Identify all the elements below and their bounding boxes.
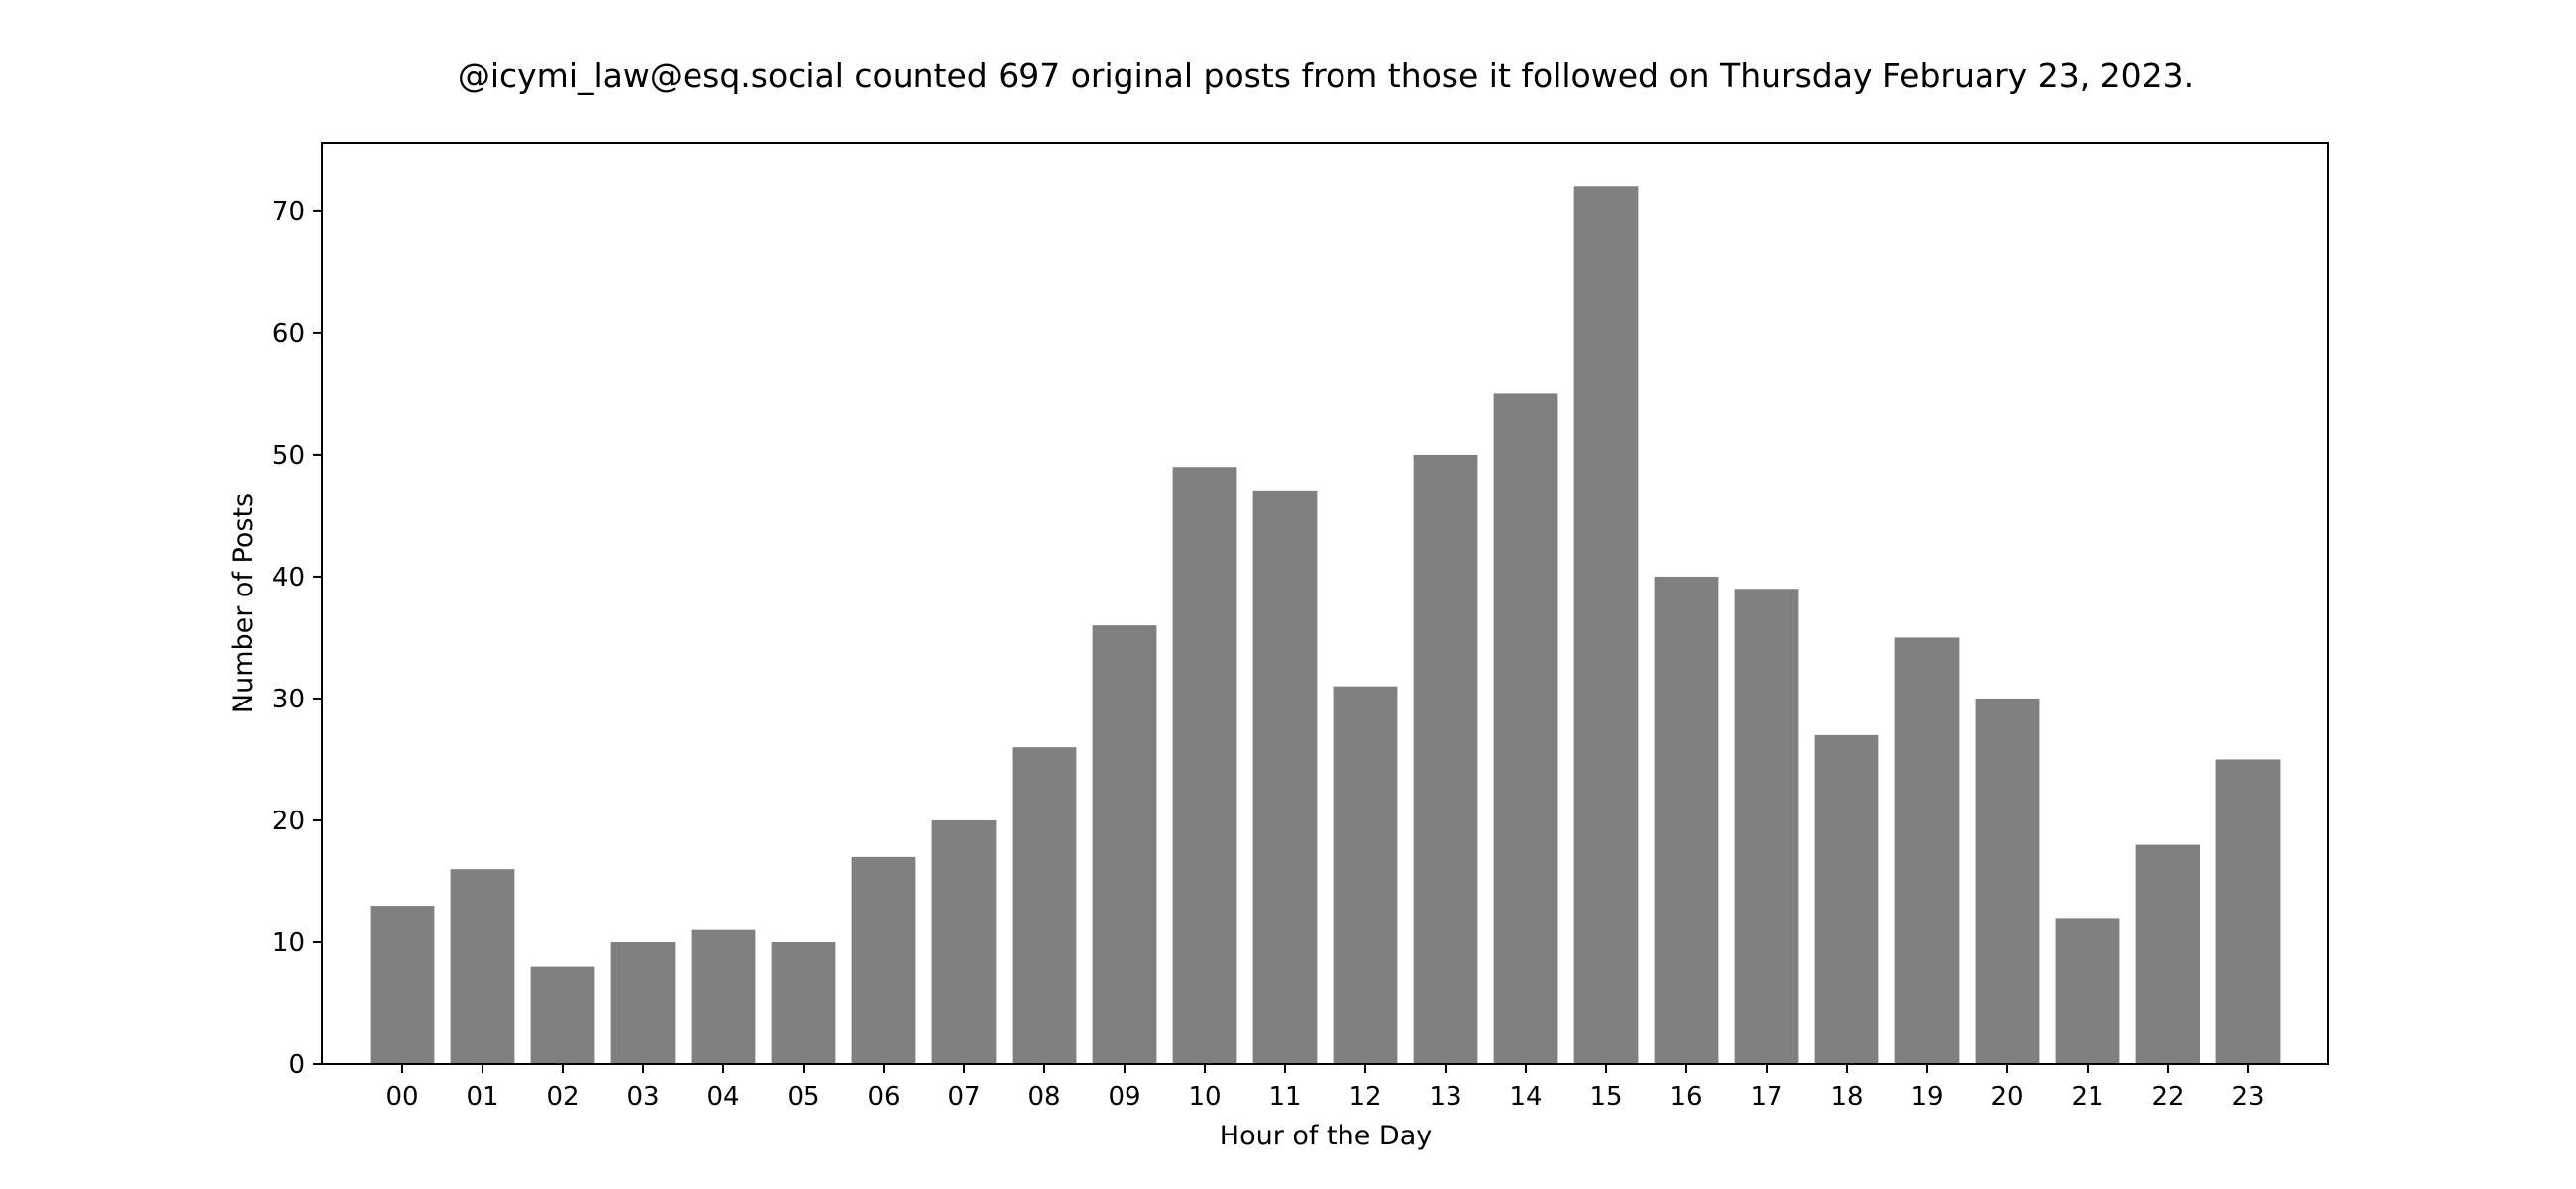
y-tick-label: 40	[272, 563, 305, 593]
x-tick-label-19: 19	[1910, 1082, 1943, 1112]
bar-21	[2055, 918, 2120, 1064]
bar-00	[370, 906, 435, 1064]
bar-12	[1333, 686, 1398, 1064]
x-tick-label-03: 03	[626, 1082, 659, 1112]
bar-19	[1894, 637, 1960, 1064]
x-tick-label-23: 23	[2231, 1082, 2264, 1112]
bar-15	[1573, 186, 1639, 1065]
x-tick-label-09: 09	[1108, 1082, 1140, 1112]
bar-23	[2215, 759, 2281, 1064]
bar-09	[1092, 625, 1157, 1064]
x-tick-label-21: 21	[2071, 1082, 2103, 1112]
bar-04	[691, 929, 756, 1064]
bar-01	[450, 869, 515, 1064]
x-tick-label-15: 15	[1589, 1082, 1622, 1112]
x-tick-label-07: 07	[947, 1082, 980, 1112]
y-tick-label: 50	[272, 441, 305, 471]
x-tick-label-06: 06	[867, 1082, 900, 1112]
bar-08	[1012, 747, 1077, 1064]
bar-05	[771, 941, 836, 1064]
x-tick-label-22: 22	[2151, 1082, 2184, 1112]
bar-14	[1493, 393, 1558, 1064]
x-tick-label-05: 05	[787, 1082, 819, 1112]
x-tick-label-12: 12	[1348, 1082, 1381, 1112]
x-tick-label-14: 14	[1509, 1082, 1542, 1112]
plot-frame	[321, 142, 2329, 1065]
x-tick-label-01: 01	[466, 1082, 498, 1112]
bar-18	[1814, 734, 1879, 1064]
y-tick-label: 10	[272, 928, 305, 958]
x-tick-label-20: 20	[1990, 1082, 2023, 1112]
x-tick-label-13: 13	[1429, 1082, 1461, 1112]
x-axis-ticks: 00 01 02 03 04 05 06 07 08 09 10 11 12 13 14 15 16 17 18 19…	[385, 1064, 2265, 1112]
bars-group	[370, 186, 2281, 1065]
x-tick-label-02: 02	[546, 1082, 579, 1112]
x-tick-label-10: 10	[1188, 1082, 1221, 1112]
x-tick-label-16: 16	[1669, 1082, 1702, 1112]
y-axis-ticks: 0 10 20 30 40 50 60 70	[272, 197, 322, 1080]
bar-22	[2135, 844, 2200, 1064]
bar-17	[1734, 589, 1799, 1064]
bar-07	[931, 819, 997, 1064]
y-tick-label: 60	[272, 319, 305, 349]
x-tick-label-00: 00	[385, 1082, 418, 1112]
y-tick-label: 0	[288, 1050, 305, 1080]
bar-11	[1252, 490, 1318, 1064]
x-tick-label-17: 17	[1750, 1082, 1782, 1112]
x-tick-label-04: 04	[706, 1082, 739, 1112]
y-axis-label: Number of Posts	[228, 493, 259, 713]
bar-06	[851, 856, 916, 1064]
y-tick-label: 30	[272, 685, 305, 714]
x-tick-label-08: 08	[1027, 1082, 1060, 1112]
bar-20	[1975, 698, 2040, 1064]
x-axis-label: Hour of the Day	[1220, 1121, 1432, 1151]
bar-13	[1413, 454, 1478, 1064]
bar-03	[610, 941, 676, 1064]
y-tick-label: 20	[272, 807, 305, 836]
bar-10	[1172, 467, 1237, 1064]
bar-16	[1654, 576, 1719, 1064]
chart-title: @icymi_law@esq.social counted 697 origin…	[458, 56, 2194, 95]
y-tick-label: 70	[272, 197, 305, 227]
x-tick-label-11: 11	[1268, 1082, 1301, 1112]
x-tick-label-18: 18	[1830, 1082, 1863, 1112]
bar-02	[530, 966, 595, 1064]
